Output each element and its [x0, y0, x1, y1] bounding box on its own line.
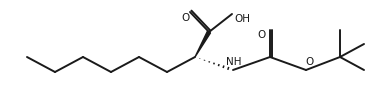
Polygon shape — [195, 31, 211, 57]
Text: O: O — [181, 13, 189, 23]
Text: NH: NH — [226, 57, 242, 67]
Text: O: O — [258, 30, 266, 40]
Text: O: O — [305, 57, 313, 67]
Text: OH: OH — [234, 14, 250, 24]
